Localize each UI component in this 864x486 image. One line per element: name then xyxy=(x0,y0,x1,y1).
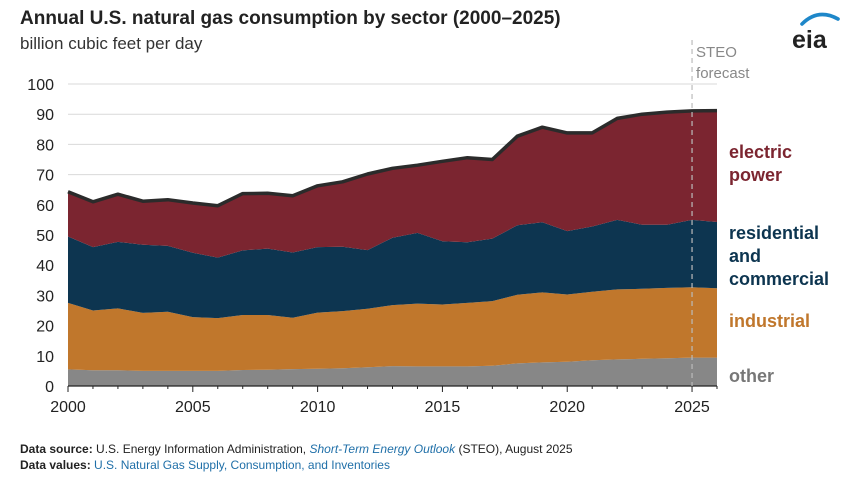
y-tick-label-90: 90 xyxy=(36,107,54,124)
data-values-line: Data values: U.S. Natural Gas Supply, Co… xyxy=(20,458,390,472)
chart-title: Annual U.S. natural gas consumption by s… xyxy=(20,8,561,29)
area-electric-power xyxy=(68,110,717,258)
label-electric-power: electric power xyxy=(729,142,793,185)
svg-text:eia: eia xyxy=(792,26,828,54)
forecast-label-line1: STEO xyxy=(696,44,737,61)
steo-link[interactable]: Short-Term Energy Outlook xyxy=(309,442,456,456)
x-tick-label-2010: 2010 xyxy=(300,399,336,416)
data-source-line: Data source: U.S. Energy Information Adm… xyxy=(20,442,573,456)
axes: 0 10 20 30 40 50 60 70 80 90 100 2000 2005 2010 2015 20… xyxy=(27,77,718,416)
x-tick-label-2000: 2000 xyxy=(50,399,86,416)
area-industrial xyxy=(68,287,717,371)
y-tick-label-20: 20 xyxy=(36,319,54,336)
x-tick-label-2015: 2015 xyxy=(425,399,461,416)
y-tick-label-50: 50 xyxy=(36,228,54,245)
total-consumption-line xyxy=(67,108,718,208)
y-tick-label-40: 40 xyxy=(36,258,54,275)
y-tick-label-60: 60 xyxy=(36,198,54,215)
forecast-label-line2: forecast xyxy=(696,65,750,82)
label-other: other xyxy=(729,366,774,386)
y-tick-label-100: 100 xyxy=(27,77,54,94)
stacked-areas xyxy=(67,108,718,386)
chart-subtitle: billion cubic feet per day xyxy=(20,34,203,53)
y-tick-label-70: 70 xyxy=(36,168,54,185)
y-tick-label-30: 30 xyxy=(36,288,54,305)
x-tick-label-2025: 2025 xyxy=(674,399,710,416)
x-tick-label-2020: 2020 xyxy=(549,399,585,416)
y-tick-label-10: 10 xyxy=(36,349,54,366)
area-residential-and-commercial xyxy=(68,219,717,319)
label-residential-commercial: residential and commercial xyxy=(729,223,830,289)
x-tick-label-2005: 2005 xyxy=(175,399,211,416)
label-industrial: industrial xyxy=(729,311,811,331)
y-tick-label-80: 80 xyxy=(36,137,54,154)
eia-logo: eia xyxy=(792,12,840,54)
data-values-link[interactable]: U.S. Natural Gas Supply, Consumption, an… xyxy=(94,458,390,472)
area-other xyxy=(68,357,717,386)
y-tick-label-0: 0 xyxy=(45,379,54,396)
